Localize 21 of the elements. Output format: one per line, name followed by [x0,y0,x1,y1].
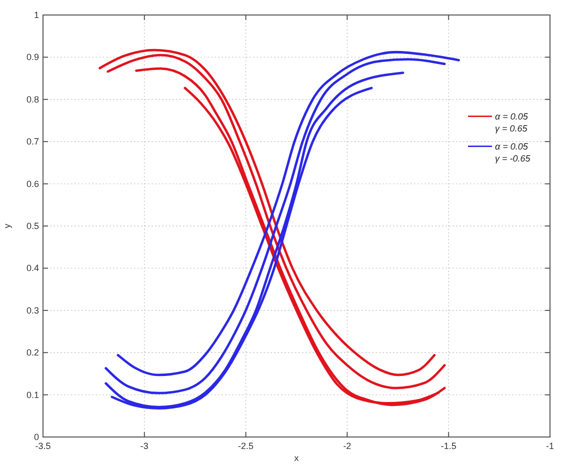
x-tick-label: -3.5 [35,441,51,451]
legend-label: α = 0.05 γ = 0.65 [495,111,529,134]
y-tick-label: 0.8 [26,94,39,104]
x-tick-label: -1 [546,441,554,451]
y-tick-label: 0.4 [26,263,39,274]
legend-label: α = 0.05 γ = -0.65 [495,141,532,164]
y-tick-label: 0.1 [26,390,39,400]
x-tick-label: -3 [140,441,148,451]
x-axis-title: x [294,453,300,463]
y-tick-label: 0.2 [26,348,39,358]
y-tick-label: 0.7 [26,136,39,147]
y-tick-label: 0 [34,432,39,442]
x-tick-label: -1.5 [440,441,456,451]
y-axis-title: y [2,223,12,228]
y-tick-label: 0.3 [26,305,39,316]
x-tick-label: -2.5 [238,441,254,451]
y-tick-label: 0.6 [26,178,39,189]
y-tick-label: 0.9 [26,52,39,62]
x-tick-label: -2 [343,441,352,451]
y-tick-label: 0.5 [26,221,39,231]
y-tick-label: 1 [34,10,39,20]
